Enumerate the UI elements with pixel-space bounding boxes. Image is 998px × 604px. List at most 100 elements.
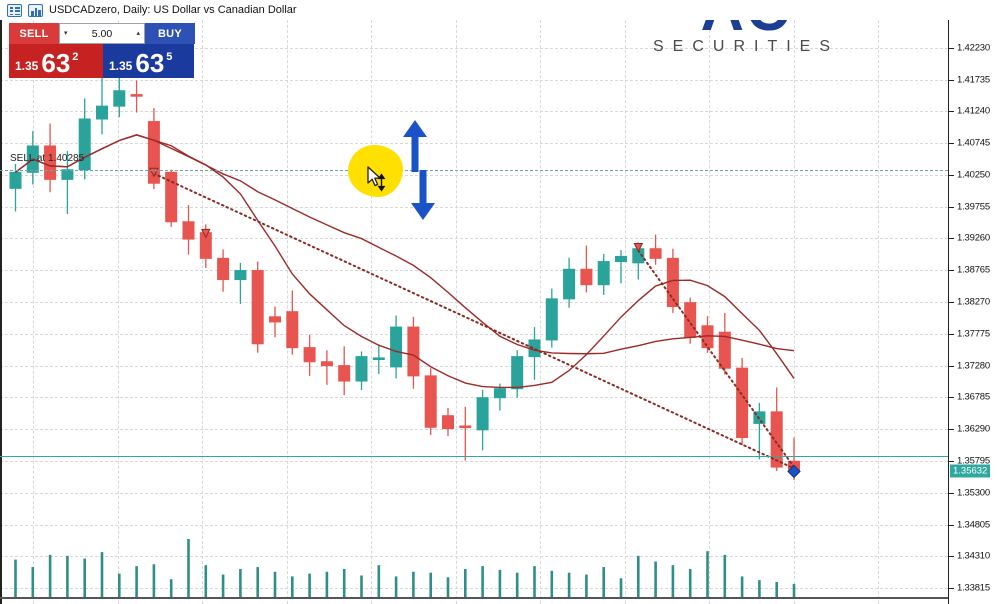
grid-line-horizontal xyxy=(0,174,948,176)
moving-average-line xyxy=(15,134,795,355)
buy-price-fraction: 5 xyxy=(166,51,173,63)
volume-bar xyxy=(585,574,588,597)
price-axis[interactable]: 1.427251.422301.417351.412401.407451.402… xyxy=(948,0,998,604)
candle-body xyxy=(511,356,524,390)
volume-bar xyxy=(602,567,605,597)
chart-properties-icon[interactable] xyxy=(28,3,43,17)
volume-bar xyxy=(619,578,623,597)
symbol-title: USDCADzero, Daily: US Dollar vs Canadian… xyxy=(49,4,297,16)
volume-bar xyxy=(342,568,346,597)
candle-body xyxy=(147,121,160,184)
volume-bar xyxy=(239,568,242,597)
grid-line-horizontal xyxy=(0,238,948,240)
candle-body xyxy=(649,248,662,259)
candle-body xyxy=(355,356,368,382)
plot-left-border xyxy=(0,0,2,604)
axis-price-label: 1.40745 xyxy=(957,137,990,149)
grid-line-vertical xyxy=(878,0,879,604)
axis-price-label: 1.42230 xyxy=(957,42,990,54)
buy-price-prefix: 1.35 xyxy=(109,59,133,73)
axis-tick xyxy=(949,79,954,81)
axis-tick xyxy=(949,460,954,462)
axis-tick xyxy=(949,524,954,526)
grid-line-horizontal xyxy=(0,524,948,526)
volume-bar xyxy=(706,551,709,597)
volume-bar xyxy=(48,554,52,597)
sell-signal-marker xyxy=(200,228,211,239)
grid-line-horizontal xyxy=(0,270,948,272)
watermark-text: SECURITIES xyxy=(652,38,839,55)
volume-bar xyxy=(273,571,277,597)
axis-tick xyxy=(949,588,954,590)
current-price-badge: 1.35632 xyxy=(950,464,991,478)
axis-price-label: 1.39755 xyxy=(957,201,990,213)
volume-bar xyxy=(169,579,173,597)
chart-plot-area[interactable]: AC SECURITIES SELL at 1.40285 xyxy=(0,0,948,604)
sell-price-fraction: 2 xyxy=(72,51,79,63)
axis-price-label: 1.41240 xyxy=(957,105,990,117)
grid-line-horizontal xyxy=(0,111,948,113)
volume-bar xyxy=(792,583,796,597)
candle-body xyxy=(9,171,22,189)
volume-stepper[interactable]: ▾ 5.00 ▴ xyxy=(59,23,145,44)
grid-line-vertical xyxy=(793,0,795,604)
grid-line-horizontal xyxy=(0,460,948,462)
candle-body xyxy=(442,415,454,430)
volume-bar xyxy=(118,573,121,597)
volume-bar xyxy=(187,539,190,597)
axis-tick xyxy=(949,206,954,208)
candle-body xyxy=(615,255,627,263)
volume-decrease-icon[interactable]: ▾ xyxy=(64,30,68,37)
candle-body xyxy=(684,302,697,338)
sell-button[interactable]: SELL xyxy=(9,23,59,44)
candle-body xyxy=(407,326,420,377)
volume-increase-icon[interactable]: ▴ xyxy=(136,30,140,37)
axis-price-label: 1.38765 xyxy=(957,264,990,276)
grid-line-vertical xyxy=(709,0,710,604)
candle-body xyxy=(269,316,281,323)
volume-bar xyxy=(654,561,657,597)
buy-price-quote[interactable]: 1.35 63 5 xyxy=(103,44,194,78)
volume-bar xyxy=(256,567,259,597)
axis-tick xyxy=(949,556,954,558)
candle-body xyxy=(597,261,610,286)
grid-line-horizontal xyxy=(0,143,948,145)
sell-order-line[interactable] xyxy=(0,170,948,171)
volume-bar xyxy=(221,574,225,597)
grid-line-vertical xyxy=(117,0,119,604)
candle-body xyxy=(718,331,731,369)
volume-bar xyxy=(481,566,484,597)
grid-line-horizontal xyxy=(0,206,948,208)
volume-bar xyxy=(550,570,554,597)
up-arrow-annotation xyxy=(403,120,427,172)
axis-tick xyxy=(949,174,954,176)
axis-tick xyxy=(949,492,954,494)
axis-price-label: 1.35795 xyxy=(957,455,990,467)
volume-bar xyxy=(83,558,86,597)
volume-bar xyxy=(394,576,398,597)
data-window-icon[interactable] xyxy=(7,3,22,17)
mouse-cursor-icon xyxy=(367,166,386,192)
one-click-trading-panel[interactable]: SELL ▾ 5.00 ▴ BUY 1.35 63 2 1.35 63 5 xyxy=(9,23,195,78)
volume-bar xyxy=(14,559,17,597)
candle-body xyxy=(476,397,489,431)
volume-bar xyxy=(637,555,640,597)
axis-price-label: 1.37775 xyxy=(957,328,990,340)
grid-line-vertical xyxy=(455,0,457,604)
volume-bar xyxy=(325,571,329,597)
sell-price-quote[interactable]: 1.35 63 2 xyxy=(9,44,103,78)
axis-tick xyxy=(949,111,954,113)
buy-button[interactable]: BUY xyxy=(145,23,195,44)
candle-body xyxy=(96,105,108,120)
candle-body xyxy=(580,268,593,286)
axis-price-label: 1.34805 xyxy=(957,519,990,531)
candle-body xyxy=(234,270,247,281)
candle-body xyxy=(182,221,195,240)
volume-bar xyxy=(723,554,727,597)
volume-bar xyxy=(152,564,156,597)
axis-tick xyxy=(949,333,954,335)
volume-bar xyxy=(671,565,675,597)
volume-value[interactable]: 5.00 xyxy=(91,27,113,40)
volume-bar xyxy=(498,569,502,597)
axis-tick xyxy=(949,302,954,304)
